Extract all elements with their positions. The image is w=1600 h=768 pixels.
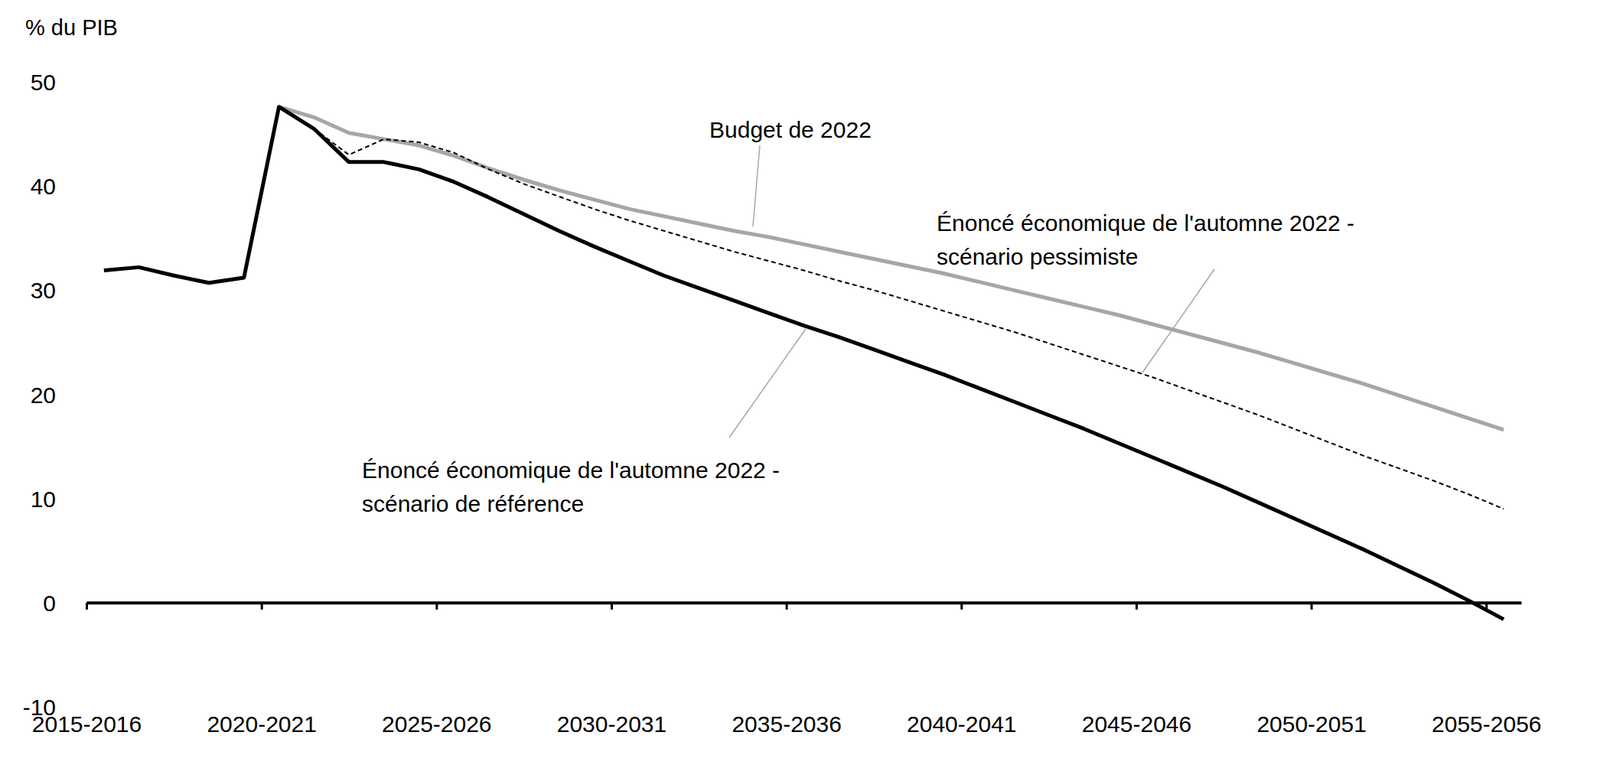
x-tick-label: 2025-2026 [381,711,492,737]
plot-area [104,107,1504,620]
x-tick: 2025-2026 [381,602,492,737]
x-axis: 2015-2016 2020-2021 2025-2026 2030-2031 2035… [32,602,1542,737]
x-tick: 2055-2056 [1431,602,1542,737]
series-label-line: scénario de référence [361,491,584,517]
x-tick-label: 2045-2046 [1081,711,1192,737]
x-tick-label: 2015-2016 [32,711,142,737]
series-labels: Budget de 2022 Énoncé économique de l'aut… [361,117,1355,517]
series-label-line: Énoncé économique de l'automne 2022 - [936,210,1355,236]
y-tick-label: 50 [30,69,56,95]
x-tick-mark [610,602,613,610]
x-tick-label: 2035-2036 [731,711,841,737]
series-line [104,107,1504,620]
x-tick: 2015-2016 [32,602,142,737]
y-tick-label: 20 [30,382,56,408]
y-tick-label: 0 [42,590,56,616]
series-label: Budget de 2022 [709,117,872,143]
leader-line [729,329,806,438]
leader-line [1142,269,1215,373]
series-label-line: scénario pessimiste [936,244,1138,270]
y-tick-label: 40 [30,173,56,199]
y-tick: 10 [30,486,56,512]
x-tick-label: 2055-2056 [1431,711,1542,737]
series-label: Énoncé économique de l'automne 2022 - scé… [361,457,780,517]
x-tick-mark [260,602,264,610]
x-tick-mark [785,602,789,610]
chart: % du PIB-10010203040502015-20162020-2021… [0,0,1600,768]
x-tick: 2035-2036 [731,602,841,737]
x-tick-mark [1310,602,1314,610]
series-label-line: Énoncé économique de l'automne 2022 - [361,457,780,483]
x-tick: 2030-2031 [557,602,667,737]
x-tick: 2020-2021 [206,602,317,737]
x-tick: 2045-2046 [1081,602,1192,737]
y-tick-label: 10 [30,486,56,512]
series-line [279,107,1505,431]
x-axis-line [87,601,1522,605]
y-tick-label: 30 [30,277,56,304]
x-tick: 2050-2051 [1256,602,1366,737]
x-tick: 2040-2041 [906,602,1017,737]
y-axis-title: % du PIB [25,15,118,40]
y-axis: -1001020304050 [22,69,57,721]
y-axis-line [55,82,57,708]
series-label-line: Budget de 2022 [709,117,872,143]
x-tick-mark [435,602,438,610]
y-tick: 50 [30,69,56,95]
leader-line [752,145,760,227]
x-tick-label: 2030-2031 [557,711,667,737]
y-tick: 30 [30,277,56,304]
x-tick-label: 2050-2051 [1256,711,1366,737]
y-tick: 40 [30,173,56,199]
y-tick: 0 [42,590,56,616]
x-tick-mark [85,602,88,610]
y-tick: 20 [30,382,56,408]
x-tick-mark [960,602,963,610]
x-tick-label: 2040-2041 [906,711,1017,737]
x-tick-mark [1135,602,1138,610]
series-line [313,128,1504,509]
x-tick-label: 2020-2021 [206,711,317,737]
series-label: Énoncé économique de l'automne 2022 - scé… [936,210,1355,270]
